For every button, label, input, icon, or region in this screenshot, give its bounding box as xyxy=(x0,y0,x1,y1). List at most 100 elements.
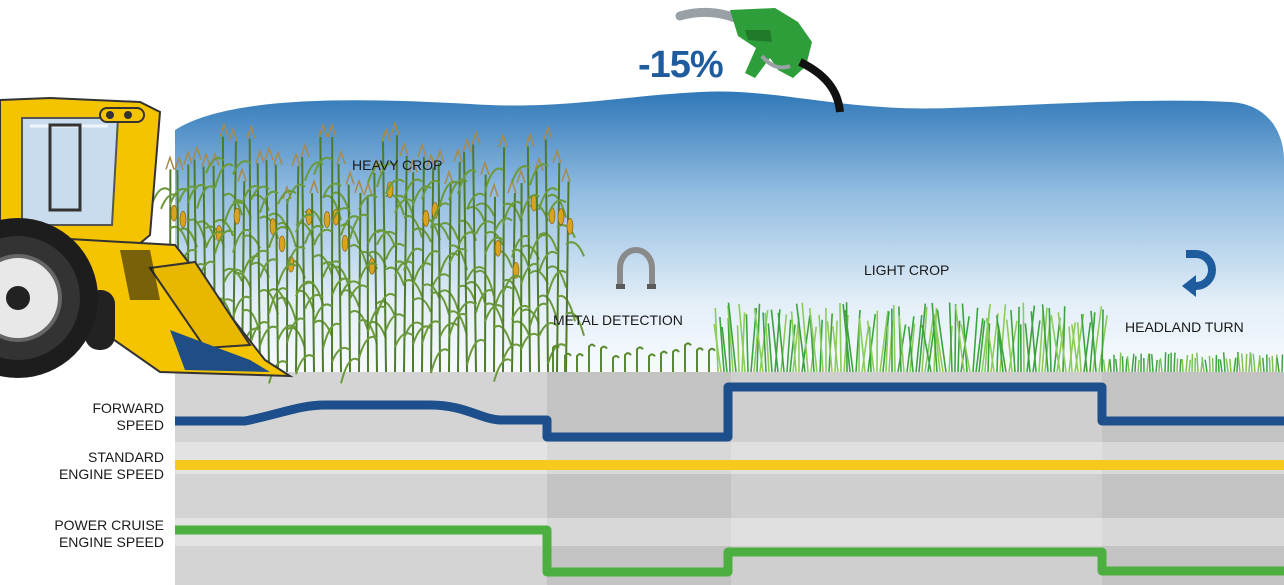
zone-label-metal-detection: METAL DETECTION xyxy=(553,312,683,328)
grass-blade xyxy=(907,326,914,373)
power-cruise-engine-speed-line xyxy=(175,525,1284,577)
grass-blade xyxy=(1026,305,1036,373)
grass-blade xyxy=(1057,312,1067,373)
grass-blade xyxy=(1032,320,1041,373)
heavy-crop-corn xyxy=(151,120,585,384)
grass-blade xyxy=(1017,306,1020,373)
short-grass-blade xyxy=(1225,358,1229,373)
grass-blade xyxy=(774,309,781,373)
grass-blade xyxy=(1089,312,1096,373)
grass-blade xyxy=(866,320,875,373)
grass-blade xyxy=(770,309,779,373)
grass-blade xyxy=(957,320,961,373)
stubble-stalk xyxy=(564,352,572,372)
grass-blade xyxy=(933,314,944,373)
grass-blade xyxy=(727,305,734,373)
grass-blade xyxy=(934,325,941,373)
short-grass-blade xyxy=(1181,359,1184,373)
stubble-stalk xyxy=(612,354,620,372)
corn-stalk xyxy=(412,152,450,373)
fuel-saving-label: -15% xyxy=(638,44,724,86)
short-grass-blade xyxy=(1121,356,1124,373)
short-grass-blade xyxy=(1148,353,1151,373)
short-grass-blade xyxy=(1119,352,1122,373)
grass-blade xyxy=(1092,306,1103,373)
grass-blade xyxy=(713,323,722,373)
short-grass-blade xyxy=(1201,356,1205,373)
short-grass-blade xyxy=(1125,358,1128,373)
short-grass-blade xyxy=(1252,353,1256,373)
grass-blade xyxy=(1024,323,1031,373)
stubble-stalk xyxy=(684,342,692,372)
zone-label-light-crop: LIGHT CROP xyxy=(864,262,950,278)
grass-blade xyxy=(832,326,839,373)
stubble-stalk xyxy=(552,344,560,372)
grass-blade xyxy=(1068,322,1076,373)
grass-blade xyxy=(736,325,740,373)
short-grass-blade xyxy=(1146,353,1150,373)
grass-blade xyxy=(844,310,854,373)
forage-harvester-icon xyxy=(0,96,294,378)
short-grass-blade xyxy=(1233,357,1237,373)
grass-blade xyxy=(996,315,1004,373)
grass-blade xyxy=(1041,307,1048,373)
grass-blade xyxy=(786,319,792,373)
grass-blade xyxy=(987,323,991,373)
grass-blade xyxy=(753,308,764,373)
light-crop-grass xyxy=(713,302,1108,373)
grass-blade xyxy=(985,317,995,373)
grass-blade xyxy=(801,302,809,373)
short-grass-blade xyxy=(1241,353,1244,373)
grass-blade xyxy=(915,314,923,373)
corn-stalk xyxy=(448,137,486,373)
grass-blade xyxy=(931,302,938,373)
short-grass-blade xyxy=(1107,359,1111,373)
grass-blade xyxy=(828,313,833,373)
grass-blade xyxy=(795,303,806,373)
stubble-stalk xyxy=(696,347,704,372)
corn-stalk xyxy=(304,122,342,373)
short-grass-blade xyxy=(1228,358,1232,373)
short-grass-blade xyxy=(1281,354,1284,373)
row-label-power-cruise-engine-speed: POWER CRUISE ENGINE SPEED xyxy=(54,517,164,551)
short-grass-blade xyxy=(1109,359,1112,373)
corn-stalk xyxy=(322,149,360,373)
grass-blade xyxy=(909,323,916,373)
short-grass-blade xyxy=(1159,358,1163,373)
zone-label-heavy-crop: HEAVY CROP xyxy=(352,157,443,173)
short-grass-blade xyxy=(1271,356,1274,373)
short-grass-blade xyxy=(1173,352,1176,373)
short-grass-blade xyxy=(1134,356,1137,373)
grass-blade xyxy=(745,314,749,373)
grass-blade xyxy=(936,309,947,373)
fuel-nozzle-icon xyxy=(675,7,844,113)
short-grass-blade xyxy=(1102,359,1106,373)
grass-blade xyxy=(1071,324,1079,373)
grass-blade xyxy=(885,326,889,373)
corn-stalk xyxy=(493,178,531,382)
grass-blade xyxy=(1062,306,1066,373)
grass-blade xyxy=(960,324,971,373)
row-label-line-1: POWER CRUISE xyxy=(54,517,164,533)
short-grass-blade xyxy=(1217,359,1220,373)
grass-blade xyxy=(767,323,773,373)
stubble-stalk xyxy=(600,345,608,372)
sky-background xyxy=(175,91,1284,372)
grass-blade xyxy=(921,324,932,373)
corn-stalk xyxy=(475,182,513,373)
grass-blade xyxy=(1068,326,1073,373)
grass-blade xyxy=(1076,322,1082,373)
grass-blade xyxy=(1090,310,1097,373)
stubble-stalk xyxy=(636,346,644,372)
stubble xyxy=(552,342,716,372)
grass-blade xyxy=(879,310,889,373)
row-label-line-2: ENGINE SPEED xyxy=(58,534,164,550)
stubble-stalk xyxy=(648,353,656,372)
corn-stalk xyxy=(367,127,405,373)
short-grass-blade xyxy=(1114,358,1118,373)
grass-blade xyxy=(719,316,725,373)
grass-blade xyxy=(777,312,785,373)
short-grass-blade xyxy=(1276,357,1280,373)
grass-blade xyxy=(975,318,984,373)
